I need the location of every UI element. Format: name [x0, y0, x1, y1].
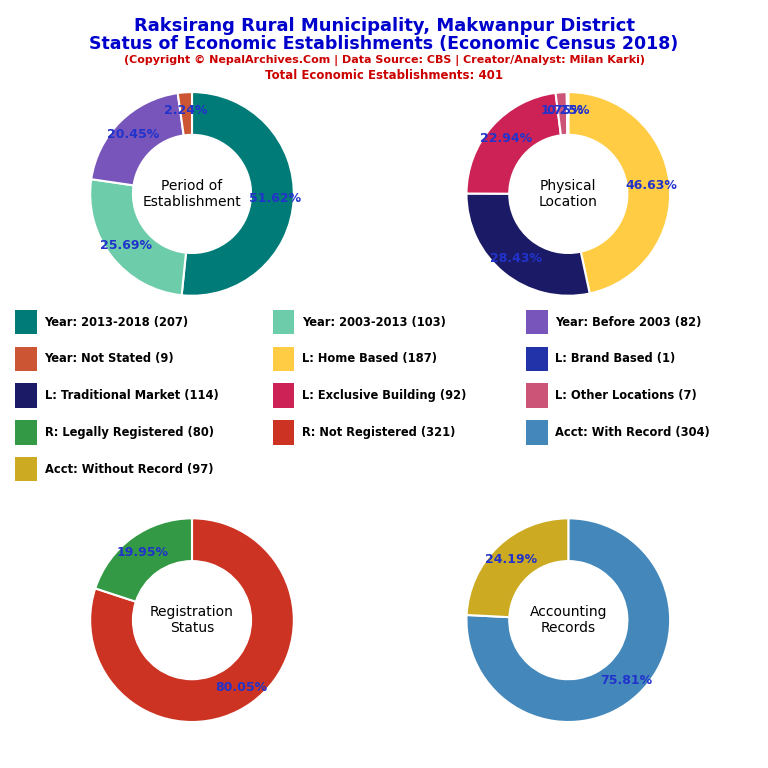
Wedge shape [90, 518, 294, 722]
Wedge shape [466, 93, 561, 194]
Text: Total Economic Establishments: 401: Total Economic Establishments: 401 [265, 69, 503, 82]
Wedge shape [182, 92, 294, 296]
Bar [15, 457, 37, 482]
Wedge shape [177, 92, 192, 135]
Bar [273, 420, 294, 445]
Wedge shape [466, 194, 590, 296]
Text: 75.81%: 75.81% [600, 674, 652, 687]
Wedge shape [467, 518, 568, 617]
Wedge shape [568, 92, 670, 293]
Wedge shape [91, 93, 184, 185]
Text: 0.25%: 0.25% [546, 104, 589, 117]
Text: Period of
Establishment: Period of Establishment [143, 179, 241, 209]
Text: 22.94%: 22.94% [480, 132, 532, 145]
Bar [273, 310, 294, 335]
Text: L: Home Based (187): L: Home Based (187) [302, 353, 437, 366]
Text: Status of Economic Establishments (Economic Census 2018): Status of Economic Establishments (Econo… [89, 35, 679, 52]
Bar [526, 383, 548, 408]
Text: Year: Before 2003 (82): Year: Before 2003 (82) [555, 316, 702, 329]
Text: 24.19%: 24.19% [485, 553, 537, 566]
Text: L: Other Locations (7): L: Other Locations (7) [555, 389, 697, 402]
Bar [15, 420, 37, 445]
Text: (Copyright © NepalArchives.Com | Data Source: CBS | Creator/Analyst: Milan Karki: (Copyright © NepalArchives.Com | Data So… [124, 55, 644, 66]
Bar [526, 310, 548, 335]
Text: L: Exclusive Building (92): L: Exclusive Building (92) [302, 389, 466, 402]
Text: Acct: Without Record (97): Acct: Without Record (97) [45, 462, 213, 475]
Bar [526, 420, 548, 445]
Wedge shape [567, 92, 568, 135]
Bar [15, 383, 37, 408]
Text: 25.69%: 25.69% [100, 239, 152, 252]
Text: 2.24%: 2.24% [164, 104, 208, 117]
Text: 1.75%: 1.75% [541, 104, 584, 117]
Text: 80.05%: 80.05% [215, 681, 267, 694]
Text: Year: 2003-2013 (103): Year: 2003-2013 (103) [302, 316, 445, 329]
Text: 28.43%: 28.43% [490, 252, 541, 265]
Bar [15, 346, 37, 371]
Wedge shape [555, 92, 568, 135]
Wedge shape [95, 518, 192, 602]
Text: 20.45%: 20.45% [107, 128, 159, 141]
Text: L: Brand Based (1): L: Brand Based (1) [555, 353, 676, 366]
Text: R: Not Registered (321): R: Not Registered (321) [302, 425, 455, 439]
Bar [526, 346, 548, 371]
Text: L: Traditional Market (114): L: Traditional Market (114) [45, 389, 218, 402]
Bar [273, 346, 294, 371]
Text: Raksirang Rural Municipality, Makwanpur District: Raksirang Rural Municipality, Makwanpur … [134, 17, 634, 35]
Wedge shape [90, 179, 186, 295]
Wedge shape [466, 518, 670, 722]
Text: Physical
Location: Physical Location [539, 179, 598, 209]
Text: 46.63%: 46.63% [625, 179, 677, 191]
Bar [15, 310, 37, 335]
Text: Year: 2013-2018 (207): Year: 2013-2018 (207) [45, 316, 189, 329]
Text: Year: Not Stated (9): Year: Not Stated (9) [45, 353, 174, 366]
Text: Accounting
Records: Accounting Records [530, 605, 607, 635]
Text: Acct: With Record (304): Acct: With Record (304) [555, 425, 710, 439]
Text: R: Legally Registered (80): R: Legally Registered (80) [45, 425, 214, 439]
Text: 51.62%: 51.62% [250, 192, 302, 204]
Text: Registration
Status: Registration Status [150, 605, 234, 635]
Text: 19.95%: 19.95% [117, 546, 169, 559]
Bar [273, 383, 294, 408]
